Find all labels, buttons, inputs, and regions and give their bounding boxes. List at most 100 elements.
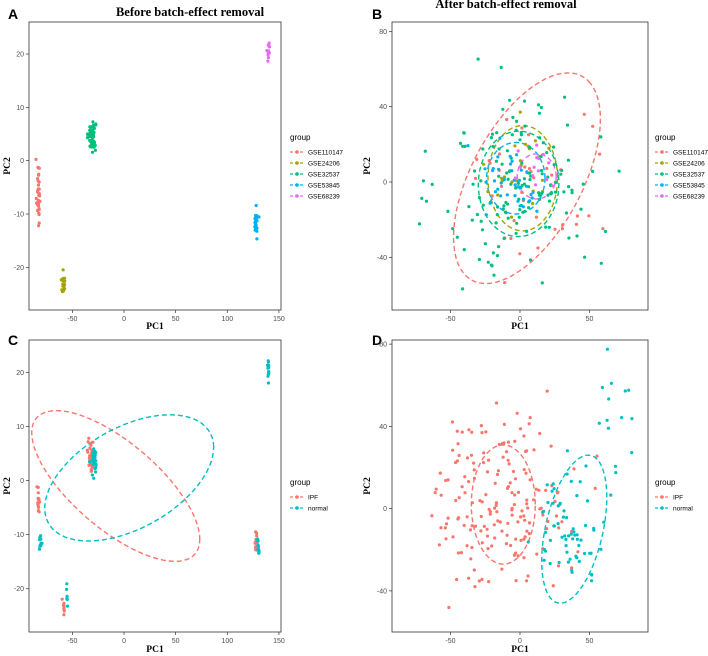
point-normal: [541, 510, 545, 514]
legend-item-gse110147: GSE110147: [290, 150, 343, 157]
point-normal: [92, 447, 96, 451]
point-normal: [565, 449, 570, 453]
point-normal: [256, 543, 260, 547]
point-ipf: [36, 509, 41, 513]
point-gse32537: [540, 172, 544, 176]
point-ipf: [532, 498, 536, 502]
point-gse32537: [508, 98, 512, 102]
plot-frame: [28, 339, 282, 633]
point-ipf: [527, 532, 531, 536]
point-normal: [556, 504, 560, 508]
point-gse24206: [60, 290, 65, 294]
point-ipf: [520, 509, 524, 513]
point-gse24206: [61, 268, 65, 272]
y-tick-label: 20: [16, 52, 24, 59]
x-axis-label: PC1: [146, 322, 164, 332]
point-ipf: [482, 524, 486, 529]
point-normal: [590, 579, 594, 583]
ellipse-gse32537: [477, 130, 560, 238]
point-ipf: [505, 533, 509, 537]
point-normal: [630, 417, 634, 421]
point-gse53845: [498, 136, 502, 140]
point-normal: [91, 451, 95, 455]
point-ipf: [541, 513, 545, 517]
point-ipf: [493, 481, 497, 485]
point-normal: [565, 550, 569, 554]
x-tick-label: 100: [221, 638, 233, 645]
point-ipf: [527, 422, 531, 426]
point-normal: [613, 464, 618, 468]
legend-label: GSE110147: [673, 150, 708, 157]
legend-swatch-dot: [295, 495, 299, 499]
ellipse-gse68239: [516, 153, 557, 200]
point-ipf: [572, 467, 576, 471]
point-ipf: [457, 496, 461, 500]
point-normal: [90, 473, 94, 477]
point-gse32537: [525, 229, 529, 233]
point-gse32537: [539, 105, 543, 110]
legend-item-gse24206: GSE24206: [655, 161, 705, 168]
point-normal: [577, 559, 581, 564]
point-gse32537: [461, 144, 465, 148]
point-gse32537: [93, 143, 97, 147]
point-ipf: [522, 537, 526, 541]
point-gse110147: [37, 207, 41, 211]
y-axis-label: PC2: [3, 477, 13, 495]
point-gse32537: [570, 188, 574, 192]
point-ipf: [91, 440, 95, 444]
point-gse68239: [535, 156, 539, 160]
point-ipf: [62, 607, 66, 611]
point-normal: [551, 501, 555, 505]
point-gse32537: [506, 216, 510, 220]
point-gse32537: [552, 145, 556, 149]
point-gse24206: [515, 179, 519, 183]
point-ipf: [593, 486, 597, 490]
point-ipf: [465, 515, 469, 519]
point-gse53845: [516, 185, 520, 189]
y-tick-label: -20: [14, 586, 24, 593]
point-normal: [266, 374, 270, 378]
point-ipf: [513, 439, 517, 443]
legend-label: GSE110147: [308, 150, 343, 157]
point-gse32537: [490, 132, 495, 136]
point-ipf: [512, 503, 517, 507]
point-normal: [584, 523, 588, 528]
legend: group IPF normal: [290, 478, 328, 513]
point-ipf: [463, 475, 467, 479]
point-ipf: [454, 498, 458, 503]
legend-swatch-dot: [660, 161, 664, 165]
point-ipf: [451, 448, 455, 452]
point-gse32537: [491, 144, 495, 149]
ellipse-ipf: [30, 409, 201, 563]
point-ipf: [513, 493, 517, 497]
panel-b: B After batch-effect removal -50 0 50 -40 0 4…: [363, 0, 708, 332]
point-gse32537: [502, 236, 506, 240]
point-ipf: [516, 490, 521, 494]
legend-item-gse110147: GSE110147: [655, 150, 708, 157]
point-ipf: [514, 579, 518, 583]
point-gse53845: [509, 162, 513, 166]
point-gse110147: [518, 252, 522, 256]
point-ipf: [485, 470, 490, 474]
point-gse110147: [36, 166, 41, 170]
legend-swatch-dot: [660, 495, 664, 499]
point-gse53845: [531, 190, 535, 194]
point-ipf: [479, 514, 483, 519]
point-ipf: [457, 516, 461, 520]
x-axis-label: PC1: [511, 645, 529, 655]
point-ipf: [519, 515, 523, 519]
point-gse68239: [266, 53, 270, 57]
point-ipf: [507, 462, 511, 466]
point-ipf: [525, 498, 529, 502]
point-ipf: [514, 551, 518, 555]
point-gse110147: [509, 236, 513, 241]
point-normal: [548, 561, 552, 566]
point-gse32537: [514, 186, 518, 190]
point-gse32537: [528, 178, 532, 182]
legend-title: group: [655, 478, 676, 487]
point-gse110147: [36, 183, 41, 187]
point-gse32537: [515, 221, 519, 225]
point-gse32537: [544, 225, 548, 229]
point-normal: [552, 524, 556, 528]
